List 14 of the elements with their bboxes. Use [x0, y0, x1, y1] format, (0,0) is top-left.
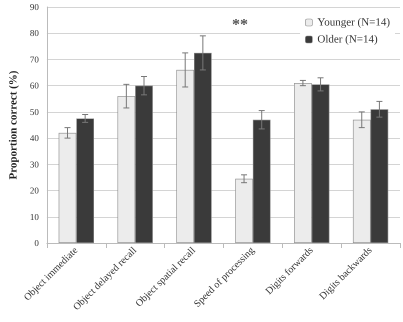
legend-label: Older (N=14)	[317, 34, 378, 46]
y-tick-label: 50	[30, 106, 40, 117]
y-tick-label: 0	[34, 238, 40, 248]
y-tick-label: 20	[30, 186, 40, 196]
annotation: **	[232, 16, 248, 34]
y-axis-title: Proportion correct (%)	[8, 70, 20, 180]
y-tick-label: 40	[30, 133, 40, 144]
y-tick-label: 90	[30, 2, 40, 12]
y-tick-label: 10	[30, 212, 40, 222]
y-tick-label: 60	[30, 80, 40, 91]
y-tick-label: 70	[30, 54, 40, 64]
legend-label: Younger (N=14)	[317, 16, 390, 28]
y-tick-label: 80	[30, 28, 40, 38]
y-tick-label: 30	[30, 159, 40, 170]
